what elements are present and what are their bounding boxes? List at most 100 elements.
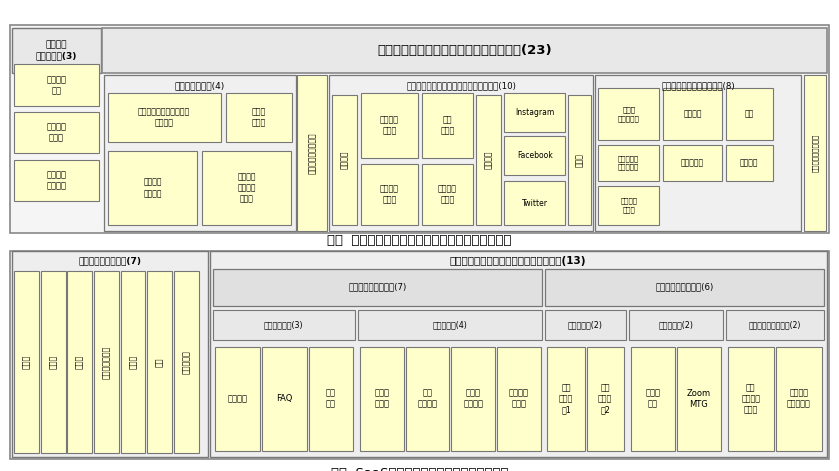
Bar — [331, 95, 357, 225]
Text: 対面
サービ
ス2: 対面 サービ ス2 — [598, 383, 612, 414]
Bar — [727, 347, 774, 451]
Bar — [213, 269, 543, 306]
Bar — [211, 252, 826, 457]
Bar — [451, 347, 495, 451]
Text: 体験価値（タッチポイント）ドライバー(13): 体験価値（タッチポイント）ドライバー(13) — [450, 256, 586, 266]
Text: 料理教室: 料理教室 — [740, 158, 758, 167]
Bar — [13, 252, 208, 457]
Bar — [362, 164, 418, 225]
Bar — [586, 347, 624, 451]
Bar — [504, 181, 565, 225]
Text: Zoom
MTG: Zoom MTG — [687, 389, 711, 409]
Text: セミ
ナー・イ
ベント: セミ ナー・イ ベント — [741, 383, 760, 414]
Bar — [148, 271, 172, 453]
Text: 図３  SaaS事業でのロイヤルティドライバー: 図３ SaaS事業でのロイヤルティドライバー — [331, 467, 508, 471]
Text: 体験価値（タッチポイント）ドライバー(23): 体験価値（タッチポイント）ドライバー(23) — [378, 44, 552, 57]
Text: 先進性: 先進性 — [22, 355, 31, 369]
Text: 可用性: 可用性 — [49, 355, 58, 369]
Bar — [102, 27, 826, 73]
Bar — [226, 92, 292, 142]
Bar — [476, 95, 502, 225]
Text: 催事: 催事 — [745, 110, 754, 119]
Bar — [329, 75, 593, 231]
Bar — [776, 347, 821, 451]
Text: Instagram: Instagram — [515, 107, 555, 116]
Text: 特別な購買やサービス体験(8): 特別な購買やサービス体験(8) — [661, 81, 735, 90]
Bar — [422, 164, 473, 225]
Text: レストラン: レストラン — [681, 158, 704, 167]
Text: Facebook: Facebook — [517, 151, 553, 160]
Text: 導線のス
ムーズさ: 導線のス ムーズさ — [143, 178, 162, 198]
Bar — [104, 75, 295, 231]
Text: 受注生産
品購買: 受注生産 品購買 — [620, 198, 638, 212]
Text: メール
対応: メール 対応 — [645, 389, 660, 409]
Text: 機能性: 機能性 — [76, 355, 84, 369]
Text: 配送・
受取り: 配送・ 受取り — [251, 107, 265, 128]
Bar — [726, 88, 773, 140]
Bar — [504, 136, 565, 175]
Bar — [14, 65, 98, 106]
Text: ネット購買体験(4): ネット購買体験(4) — [175, 81, 225, 90]
Bar — [108, 151, 196, 225]
Bar — [497, 347, 540, 451]
Text: テックタッチ(3): テックタッチ(3) — [264, 321, 304, 330]
Bar — [422, 92, 473, 157]
Text: 日替わり
レシピ: 日替わり レシピ — [380, 184, 399, 204]
Bar — [213, 310, 355, 340]
Text: トラブ
ル対応: トラブ ル対応 — [374, 389, 389, 409]
Bar — [598, 186, 659, 225]
Text: ロータッチ(4): ロータッチ(4) — [433, 321, 468, 330]
Text: 印刷用子: 印刷用子 — [340, 150, 349, 169]
Bar — [663, 145, 722, 181]
Text: 図２  食材系通販事業でのロイヤルティドライバー: 図２ 食材系通販事業でのロイヤルティドライバー — [327, 234, 512, 247]
Bar — [360, 347, 404, 451]
Bar — [628, 310, 723, 340]
Text: 対面
サービ
ス1: 対面 サービ ス1 — [559, 383, 573, 414]
Text: ロータッチ(2): ロータッチ(2) — [659, 321, 693, 330]
Text: FAQ: FAQ — [276, 394, 293, 403]
Bar — [298, 75, 327, 231]
Text: 一般
レシピ: 一般 レシピ — [440, 115, 455, 135]
Bar — [215, 347, 260, 451]
Text: 基本価値ドライバー(7): 基本価値ドライバー(7) — [79, 257, 142, 266]
Text: 会員コン
テンツ: 会員コン テンツ — [438, 184, 457, 204]
Bar — [726, 310, 824, 340]
Text: 操作性: 操作性 — [128, 355, 138, 369]
Bar — [94, 271, 118, 453]
Text: ハイタッチ(2): ハイタッチ(2) — [568, 321, 603, 330]
Text: 商品の扱
いやすき: 商品の扱 いやすき — [46, 170, 66, 190]
Bar — [568, 95, 591, 225]
Text: 検索
機能: 検索 機能 — [326, 389, 336, 409]
Text: 運用・設
定代行: 運用・設 定代行 — [508, 389, 529, 409]
Bar — [598, 88, 659, 140]
Bar — [309, 347, 353, 451]
Bar — [545, 310, 626, 340]
Text: 価格: 価格 — [155, 357, 164, 366]
Bar — [358, 310, 543, 340]
Text: カスタマーサクセス(6): カスタマーサクセス(6) — [655, 283, 714, 292]
Bar — [547, 347, 585, 451]
Text: 品揃えの
充実: 品揃えの 充実 — [46, 75, 66, 95]
Bar — [14, 112, 98, 153]
Bar — [108, 92, 221, 142]
Bar — [362, 92, 418, 157]
Text: 特別なコンテンツやネットサービス体験(10): 特別なコンテンツやネットサービス体験(10) — [406, 81, 516, 90]
Bar — [14, 271, 39, 453]
Text: コミュニティタッチ(2): コミュニティタッチ(2) — [748, 321, 801, 330]
Text: 更新情報: 更新情報 — [227, 394, 248, 403]
Bar — [804, 75, 826, 231]
Text: カタログ: カタログ — [484, 150, 493, 169]
Bar — [545, 269, 824, 306]
Text: アプリ: アプリ — [576, 153, 584, 167]
Bar — [598, 145, 659, 181]
Text: 電話
テクサポ: 電話 テクサポ — [418, 389, 438, 409]
Text: メール
テクサポ: メール テクサポ — [463, 389, 483, 409]
Bar — [631, 347, 675, 451]
Bar — [504, 92, 565, 131]
Text: サイト全体のビジュアル
や世界観: サイト全体のビジュアル や世界観 — [138, 107, 190, 128]
Bar — [596, 75, 801, 231]
Text: 商品情報
の分かり
やすさ: 商品情報 の分かり やすさ — [237, 172, 256, 203]
Text: ユーザコ
ミュニティ: ユーザコ ミュニティ — [787, 389, 810, 409]
Text: 特別な日の
ギフト購買: 特別な日の ギフト購買 — [618, 155, 639, 171]
Text: カスタマイズ性: カスタマイズ性 — [102, 345, 111, 379]
